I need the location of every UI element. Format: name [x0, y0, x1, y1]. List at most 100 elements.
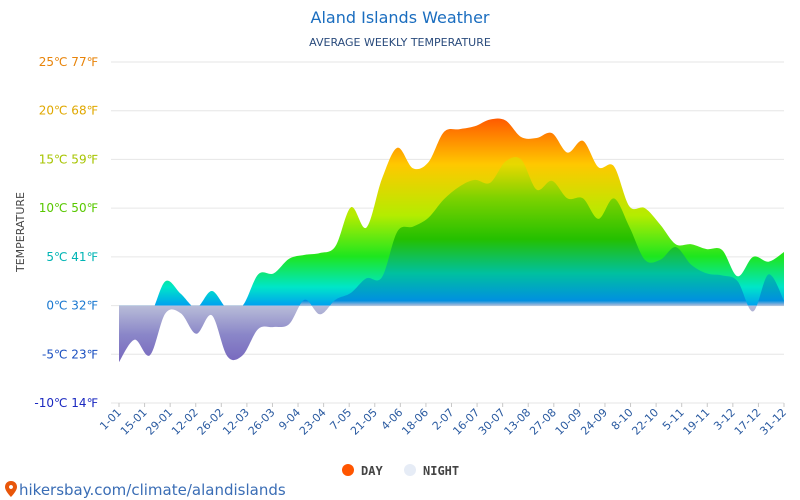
x-tick-label: 22-10: [629, 406, 661, 438]
night-data-point[interactable]: [487, 180, 493, 186]
night-data-point[interactable]: [642, 257, 648, 263]
night-data-point[interactable]: [549, 178, 555, 184]
night-data-point[interactable]: [704, 270, 710, 276]
x-tick-label: 18-06: [399, 406, 431, 438]
x-tick-label: 27-08: [527, 406, 559, 438]
map-pin-icon: [5, 481, 17, 497]
night-data-point[interactable]: [410, 224, 416, 230]
night-data-point[interactable]: [456, 184, 462, 190]
y-tick-label: 25℃ 77℉: [39, 55, 98, 69]
night-data-point[interactable]: [271, 324, 277, 330]
x-tick-label: 12-03: [220, 406, 252, 438]
night-data-point[interactable]: [162, 310, 168, 316]
night-data-point[interactable]: [255, 326, 261, 332]
night-data-point[interactable]: [394, 229, 400, 235]
night-data-point[interactable]: [580, 195, 586, 201]
day-data-point[interactable]: [518, 134, 524, 140]
day-data-point[interactable]: [410, 165, 416, 171]
day-data-point[interactable]: [456, 126, 462, 132]
night-data-point[interactable]: [116, 359, 122, 365]
day-data-point[interactable]: [642, 205, 648, 211]
day-data-point[interactable]: [209, 288, 215, 294]
day-data-point[interactable]: [379, 176, 385, 182]
day-data-point[interactable]: [549, 130, 555, 136]
day-data-point[interactable]: [595, 164, 601, 170]
night-data-point[interactable]: [132, 337, 138, 343]
day-data-point[interactable]: [657, 222, 663, 228]
day-data-point[interactable]: [611, 163, 617, 169]
day-data-point[interactable]: [132, 306, 138, 312]
day-data-point[interactable]: [317, 250, 323, 256]
day-data-point[interactable]: [271, 270, 277, 276]
night-data-point[interactable]: [673, 244, 679, 250]
legend-day-label: DAY: [361, 464, 383, 478]
day-data-point[interactable]: [472, 123, 478, 129]
night-data-point[interactable]: [333, 297, 339, 303]
day-data-point[interactable]: [534, 135, 540, 141]
day-data-point[interactable]: [348, 204, 354, 210]
day-data-point[interactable]: [255, 271, 261, 277]
night-data-point[interactable]: [611, 195, 617, 201]
night-data-point[interactable]: [750, 308, 756, 314]
night-data-point[interactable]: [688, 262, 694, 268]
legend-item-night[interactable]: NIGHT: [404, 464, 459, 478]
night-data-point[interactable]: [595, 216, 601, 222]
day-data-point[interactable]: [333, 243, 339, 249]
night-data-point[interactable]: [626, 224, 632, 230]
night-data-point[interactable]: [781, 298, 787, 304]
night-data-point[interactable]: [735, 278, 741, 284]
day-data-point[interactable]: [425, 159, 431, 165]
day-data-point[interactable]: [626, 203, 632, 209]
footer[interactable]: hikersbay.com/climate/alandislands: [5, 481, 286, 499]
day-data-point[interactable]: [487, 117, 493, 123]
y-tick-label: 5℃ 41℉: [46, 250, 98, 264]
night-data-point[interactable]: [363, 275, 369, 281]
day-data-point[interactable]: [286, 256, 292, 262]
footer-link[interactable]: hikersbay.com/climate/alandislands: [19, 481, 286, 499]
night-data-point[interactable]: [719, 272, 725, 278]
day-data-point[interactable]: [302, 252, 308, 258]
night-data-point[interactable]: [425, 215, 431, 221]
day-data-point[interactable]: [240, 303, 246, 309]
night-data-point[interactable]: [178, 310, 184, 316]
day-data-point[interactable]: [224, 306, 230, 312]
day-data-point[interactable]: [178, 291, 184, 297]
day-data-point[interactable]: [580, 138, 586, 144]
day-data-point[interactable]: [781, 249, 787, 255]
night-data-point[interactable]: [379, 274, 385, 280]
night-data-point[interactable]: [565, 195, 571, 201]
day-data-point[interactable]: [441, 129, 447, 135]
day-data-point[interactable]: [565, 150, 571, 156]
night-data-point[interactable]: [503, 158, 509, 164]
night-data-point[interactable]: [317, 311, 323, 317]
day-data-point[interactable]: [766, 259, 772, 265]
day-data-point[interactable]: [503, 118, 509, 124]
night-data-point[interactable]: [193, 331, 199, 337]
night-data-point[interactable]: [441, 196, 447, 202]
night-data-point[interactable]: [766, 271, 772, 277]
night-data-point[interactable]: [224, 353, 230, 359]
day-data-point[interactable]: [116, 309, 122, 315]
day-data-point[interactable]: [147, 311, 153, 317]
day-data-point[interactable]: [750, 254, 756, 260]
night-data-point[interactable]: [348, 290, 354, 296]
night-data-point[interactable]: [209, 312, 215, 318]
day-data-point[interactable]: [162, 278, 168, 284]
day-data-point[interactable]: [688, 241, 694, 247]
y-tick-label: -5℃ 23℉: [42, 347, 98, 361]
day-data-point[interactable]: [719, 247, 725, 253]
night-data-point[interactable]: [534, 187, 540, 193]
day-data-point[interactable]: [704, 246, 710, 252]
night-data-point[interactable]: [518, 156, 524, 162]
night-data-point[interactable]: [286, 321, 292, 327]
night-data-point[interactable]: [472, 177, 478, 183]
day-data-point[interactable]: [363, 225, 369, 231]
day-data-point[interactable]: [394, 145, 400, 151]
legend-item-day[interactable]: DAY: [342, 464, 383, 478]
night-data-point[interactable]: [240, 352, 246, 358]
night-data-point[interactable]: [657, 257, 663, 263]
y-axis-labels: 25℃ 77℉ 20℃ 68℉ 15℃ 59℉ 10℃ 50℉ 5℃ 41℉ 0℃ 32℉…: [34, 55, 98, 410]
night-data-point[interactable]: [147, 352, 153, 358]
day-data-point[interactable]: [193, 305, 199, 311]
night-data-point[interactable]: [302, 297, 308, 303]
